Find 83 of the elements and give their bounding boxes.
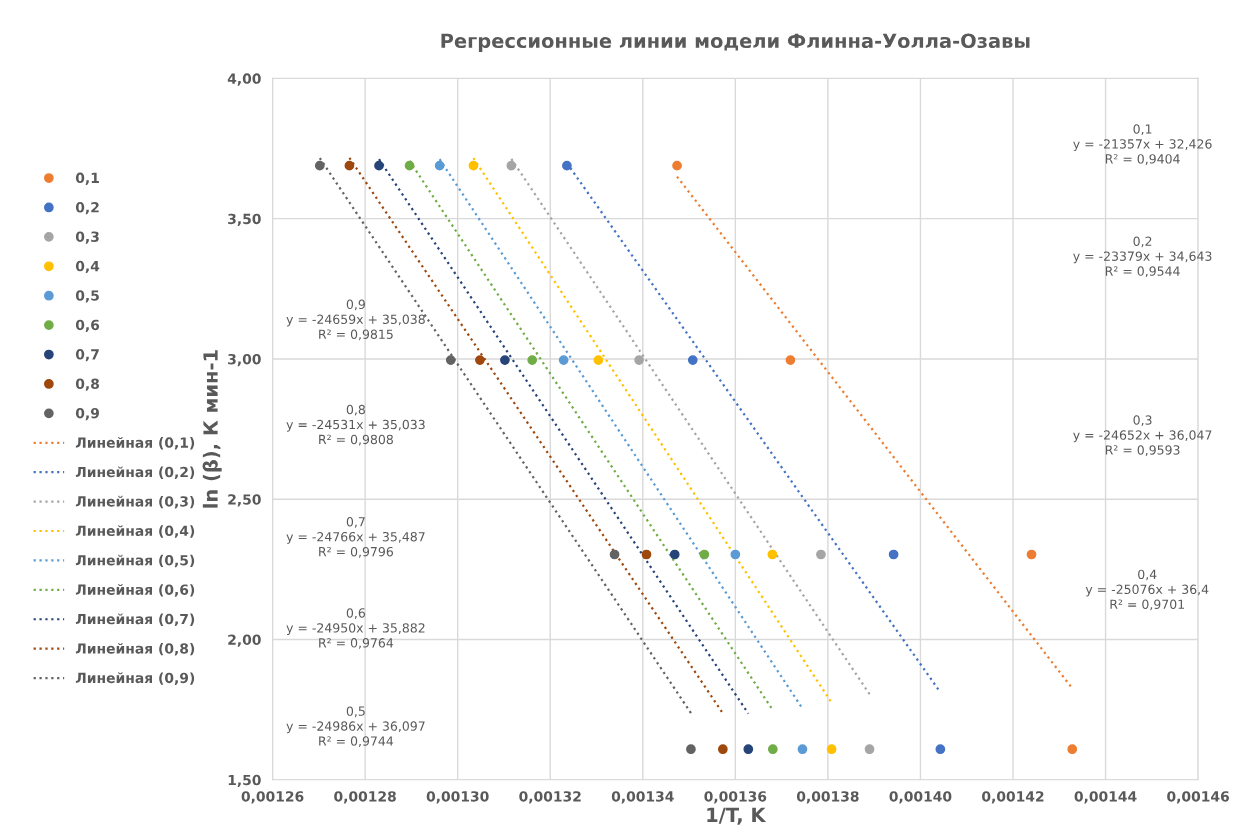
point bbox=[634, 355, 644, 365]
point bbox=[500, 355, 510, 365]
annotation: 0,7 y = -24766x + 35,487 R² = 0,9796 bbox=[286, 517, 425, 558]
point bbox=[562, 160, 572, 171]
y-tick-label: 1,50 bbox=[228, 774, 261, 788]
point bbox=[506, 160, 517, 171]
legend-label: 0,6 bbox=[75, 319, 100, 332]
y-tick-label: 2,50 bbox=[228, 494, 261, 507]
y-tick-label: 4,00 bbox=[227, 73, 261, 86]
point bbox=[558, 355, 569, 365]
annotation: 0,1 y = -21357x + 32,426 R² = 0,9404 bbox=[1073, 124, 1212, 165]
point bbox=[468, 160, 479, 171]
annotation: 0,6 y = -24950x + 35,882 R² = 0,9764 bbox=[286, 608, 425, 649]
point bbox=[314, 160, 325, 171]
legend-label: Линейная (0,4) bbox=[75, 525, 195, 538]
x-tick-label: 0,00138 bbox=[796, 791, 859, 804]
point bbox=[785, 355, 796, 365]
legend-label: 0,8 bbox=[75, 378, 99, 391]
x-tick-label: 0,00128 bbox=[334, 791, 396, 804]
y-axis-title: ln (β), К мин-1 bbox=[202, 350, 222, 508]
legend-label: 0,1 bbox=[75, 172, 99, 185]
point bbox=[669, 549, 680, 560]
point bbox=[730, 549, 741, 560]
point bbox=[445, 355, 456, 365]
point bbox=[687, 355, 698, 365]
point bbox=[864, 744, 875, 755]
point bbox=[609, 549, 620, 560]
annotation: 0,8 y = -24531x + 35,033 R² = 0,9808 bbox=[286, 404, 425, 446]
x-tick-label: 0,00144 bbox=[1074, 791, 1137, 804]
point bbox=[434, 160, 445, 171]
point bbox=[404, 160, 415, 171]
annotation: 0,3 y = -24652x + 36,047 R² = 0,9593 bbox=[1073, 415, 1212, 456]
legend-label: Линейная (0,2) bbox=[75, 466, 195, 480]
point bbox=[816, 549, 826, 560]
annotation: 0,2 y = -23379x + 34,643 R² = 0,9544 bbox=[1073, 236, 1212, 278]
x-tick-label: 0,00126 bbox=[241, 791, 304, 804]
x-tick-label: 0,00142 bbox=[982, 791, 1044, 804]
legend-label: Линейная (0,5) bbox=[75, 554, 195, 568]
x-axis-title: 1/T, K bbox=[707, 807, 767, 825]
x-tick-label: 0,00136 bbox=[704, 791, 767, 804]
legend-label: Линейная (0,7) bbox=[75, 613, 195, 627]
point bbox=[743, 744, 754, 755]
legend-label: Линейная (0,8) bbox=[75, 642, 195, 656]
point bbox=[1026, 549, 1037, 560]
point bbox=[717, 744, 728, 755]
point bbox=[888, 549, 899, 560]
point bbox=[767, 744, 778, 755]
annotation: 0,9 y = -24659x + 35,038 R² = 0,9815 bbox=[286, 299, 425, 341]
legend-label: 0,4 bbox=[75, 260, 100, 274]
legend-label: 0,5 bbox=[75, 290, 99, 303]
y-tick-label: 2,00 bbox=[228, 634, 261, 647]
point bbox=[826, 744, 837, 755]
point bbox=[767, 549, 778, 560]
x-tick-label: 0,00132 bbox=[519, 791, 581, 804]
legend-label: Линейная (0,6) bbox=[75, 584, 195, 597]
chart-title: Регрессионные линии модели Флинна-Уолла-Озавы bbox=[441, 33, 1030, 52]
point bbox=[344, 160, 355, 171]
legend-label: 0,7 bbox=[75, 349, 99, 362]
x-tick-label: 0,00146 bbox=[1167, 791, 1229, 804]
point bbox=[641, 549, 652, 560]
point bbox=[672, 160, 682, 171]
annotation: 0,5 y = -24986x + 36,097 R² = 0,9744 bbox=[286, 706, 425, 748]
x-tick-label: 0,00134 bbox=[611, 791, 674, 804]
point bbox=[527, 355, 538, 365]
legend-label: 0,9 bbox=[75, 407, 99, 421]
y-tick-label: 3,50 bbox=[228, 213, 261, 226]
legend-label: Линейная (0,1) bbox=[75, 437, 195, 450]
point bbox=[374, 160, 384, 171]
annotation: 0,4 y = -25076x + 36,4 R² = 0,9701 bbox=[1085, 569, 1209, 611]
legend-label: Линейная (0,3) bbox=[75, 495, 195, 509]
point bbox=[475, 355, 485, 365]
point bbox=[797, 744, 808, 755]
x-tick-label: 0,00130 bbox=[426, 791, 489, 804]
legend-label: 0,3 bbox=[75, 231, 99, 244]
point bbox=[593, 355, 604, 365]
y-tick-label: 3,00 bbox=[228, 353, 261, 367]
point bbox=[686, 744, 696, 755]
x-tick-label: 0,00140 bbox=[889, 791, 952, 804]
legend-label: 0,2 bbox=[75, 202, 99, 215]
point bbox=[935, 744, 946, 755]
point bbox=[699, 549, 710, 560]
point bbox=[1067, 744, 1078, 755]
legend-label: Линейная (0,9) bbox=[75, 672, 195, 685]
